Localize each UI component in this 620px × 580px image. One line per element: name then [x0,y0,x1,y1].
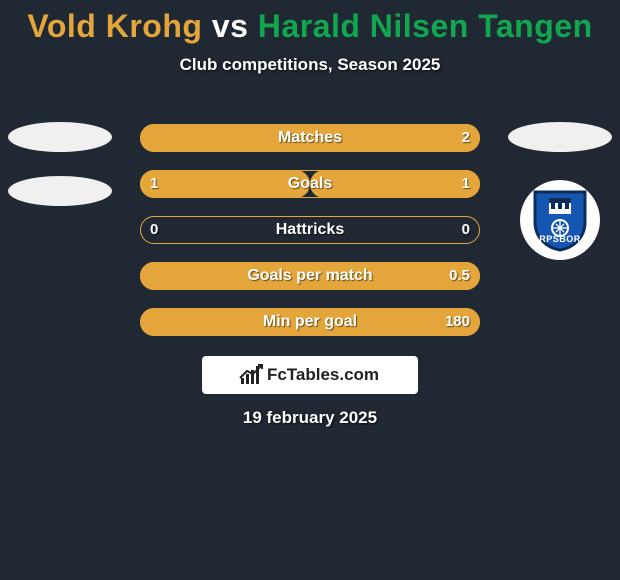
stat-row: Matches2 [140,124,480,152]
brand-text: FcTables.com [267,365,379,385]
stat-value-right: 0.5 [449,262,470,290]
player-badge-left [8,122,112,152]
stat-value-right: 180 [445,308,470,336]
player-badge-right [508,122,612,152]
stat-label: Min per goal [140,308,480,336]
club-logo-right: RPSBOR [520,180,600,260]
stat-row: Hattricks0 0 [140,216,480,244]
root: Vold Krohg vs Harald Nilsen Tangen Club … [0,0,620,580]
stat-value-left: 0 [150,216,158,244]
stat-row: Goals1 1 [140,170,480,198]
comparison-bars: Matches2 Goals1 1 Hattricks0 0 Goals per matc… [140,124,480,354]
subtitle: Club competitions, Season 2025 [0,55,620,75]
stat-label: Matches [140,124,480,152]
stat-row: Goals per match0.5 [140,262,480,290]
stat-label: Hattricks [140,216,480,244]
date-text: 19 february 2025 [0,408,620,428]
title-player2: Harald Nilsen Tangen [258,8,593,44]
stat-value-right: 0 [462,216,470,244]
title-player1: Vold Krohg [27,8,202,44]
stat-value-right: 2 [462,124,470,152]
club-name-right: RPSBOR [531,234,589,244]
brand-box: FcTables.com [202,356,418,394]
stat-value-left: 1 [150,170,158,198]
page-title: Vold Krohg vs Harald Nilsen Tangen [0,0,620,45]
stat-label: Goals [140,170,480,198]
brand-chart-icon [241,366,263,384]
title-vs: vs [212,8,249,44]
player-badge-left [8,176,112,206]
stat-row: Min per goal180 [140,308,480,336]
stat-label: Goals per match [140,262,480,290]
stat-value-right: 1 [462,170,470,198]
